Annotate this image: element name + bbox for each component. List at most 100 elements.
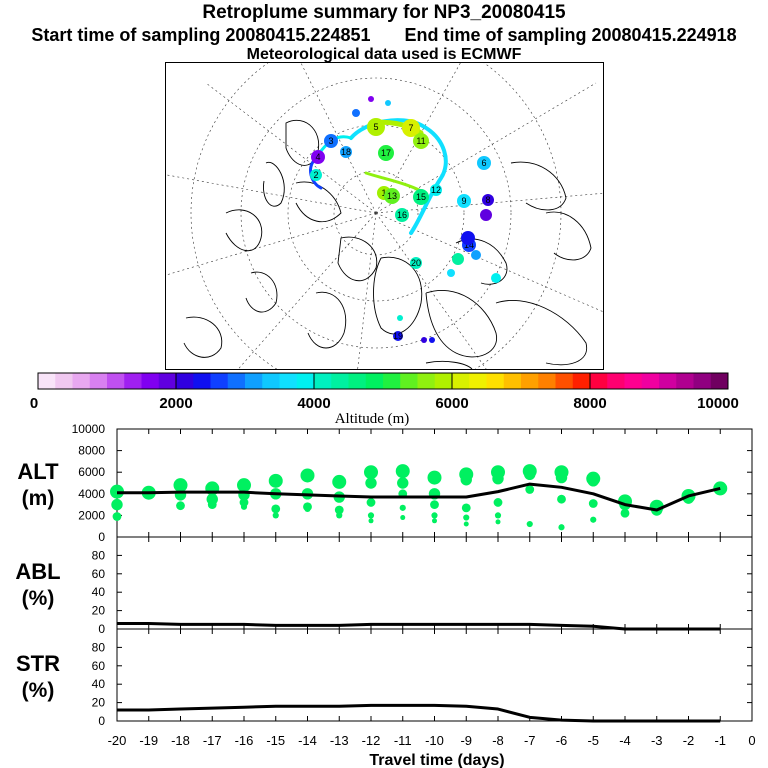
map-marker: 5	[367, 118, 385, 136]
plume-dot	[397, 315, 403, 321]
day-marker-label: 13	[387, 191, 397, 201]
scatter-point	[492, 472, 504, 485]
scatter-point	[268, 473, 283, 488]
map-marker: 19	[393, 331, 403, 341]
scatter-point	[111, 498, 123, 511]
day-marker-circle	[340, 146, 352, 158]
scatter-point	[207, 500, 217, 509]
colorbar-cell	[72, 373, 91, 389]
day-marker-label: 8	[485, 195, 490, 205]
colorbar-cell	[503, 373, 522, 389]
day-marker-circle	[413, 133, 429, 149]
plume-dot	[447, 269, 455, 277]
colorbar-cell	[452, 373, 470, 389]
map-marker: 16	[395, 208, 409, 222]
colorbar-cell	[434, 373, 453, 389]
map-marker: 17	[378, 145, 394, 161]
x-tick-label: -19	[139, 733, 158, 748]
scatter-point	[364, 465, 378, 480]
x-tick-label: -11	[394, 733, 412, 748]
series-line	[117, 482, 721, 512]
colorbar-cell	[693, 373, 712, 389]
day-marker-label: 1	[381, 188, 386, 198]
day-marker-label: 20	[411, 258, 421, 268]
colorbar-cell	[572, 373, 591, 389]
colorbar-cells	[38, 373, 729, 389]
y-tick-label: 20	[92, 604, 106, 618]
y-tick-label: 2000	[78, 508, 105, 522]
scatter-point	[397, 477, 409, 489]
map-marker: 4	[311, 150, 325, 164]
day-marker-label: 5	[373, 122, 378, 132]
x-tick-label: -9	[460, 733, 472, 748]
x-tick-label: -5	[587, 733, 599, 748]
y-axis-name: ALT	[17, 459, 59, 484]
colorbar-cell	[262, 373, 280, 389]
colorbar-cell	[676, 373, 694, 389]
map-marker: 3	[324, 134, 338, 148]
x-tick-label: -14	[298, 733, 317, 748]
x-tick-label: 0	[748, 733, 755, 748]
scatter-point	[460, 474, 472, 486]
x-tick-label: -1	[714, 733, 726, 748]
y-tick-label: 80	[92, 640, 106, 654]
scatter-point	[173, 478, 188, 493]
scatter-point	[272, 512, 279, 519]
x-tick-label: -15	[266, 733, 285, 748]
scatter-point	[463, 521, 469, 527]
y-tick-label: 0	[98, 714, 105, 728]
map-marker: 11	[413, 133, 429, 149]
time-series-panels: 0200040006000800010000ALT(m)020406080ABL…	[15, 422, 755, 748]
scatter-point	[620, 508, 630, 518]
y-tick-label: 60	[92, 567, 106, 581]
colorbar-cell	[348, 373, 367, 389]
scatter-point	[526, 520, 533, 528]
x-tick-label: -8	[492, 733, 504, 748]
colorbar-tick-label: 4000	[297, 395, 330, 412]
x-tick-label: -7	[524, 733, 536, 748]
scatter-point	[557, 494, 566, 504]
colorbar-cell	[590, 373, 608, 389]
map-marker: 12	[430, 184, 442, 196]
map-marker: 6	[477, 156, 491, 170]
day-marker-label: 18	[341, 147, 351, 157]
polar-map: 1 2 3 4 5 6 7 8 9 11 12 13 14 15 16 17 1…	[165, 62, 604, 370]
day-marker-label: 7	[408, 123, 413, 133]
coastlines	[183, 120, 592, 369]
plume-dot	[352, 109, 360, 117]
map-marker: 9	[457, 194, 471, 208]
day-marker-circle	[324, 134, 338, 148]
colorbar-cell	[607, 373, 625, 389]
x-tick-label: -17	[203, 733, 222, 748]
scatter-point	[112, 512, 122, 521]
y-tick-label: 4000	[78, 487, 105, 501]
colorbar-label: Altitude (m)	[335, 411, 410, 427]
y-axis-unit: (%)	[22, 679, 55, 702]
start-time: Start time of sampling 20080415.224851	[31, 25, 371, 45]
map-marker: 7	[402, 119, 420, 137]
x-tick-label: -20	[108, 733, 127, 748]
colorbar-tick-label: 10000	[697, 395, 739, 412]
day-marker-circle	[402, 119, 420, 137]
day-marker-label: 11	[416, 136, 425, 146]
map-marker: 18	[340, 146, 352, 158]
day-marker-circle	[378, 145, 394, 161]
colorbar-cell	[245, 373, 263, 389]
y-tick-label: 0	[98, 530, 105, 544]
colorbar-cell	[538, 373, 556, 389]
colorbar-tick-label: 8000	[573, 395, 606, 412]
x-tick-label: -6	[556, 733, 568, 748]
scatter-point	[271, 504, 281, 514]
day-marker-circle	[384, 188, 400, 204]
scatter-point	[587, 475, 599, 487]
scatter-point	[304, 505, 311, 513]
x-tick-label: -18	[171, 733, 190, 748]
colorbar-tick-label: 0	[30, 395, 38, 412]
x-axis-title: Travel time (days)	[369, 752, 504, 768]
colorbar-cell	[486, 373, 505, 389]
plume-dot	[471, 250, 481, 260]
colorbar-cell	[383, 373, 401, 389]
day-markers: 1 2 3 4 5 6 7 8 9 11 12 13 14 15 16 17 1…	[310, 96, 501, 343]
scatter-point	[366, 498, 376, 507]
scatter-point	[590, 516, 597, 523]
